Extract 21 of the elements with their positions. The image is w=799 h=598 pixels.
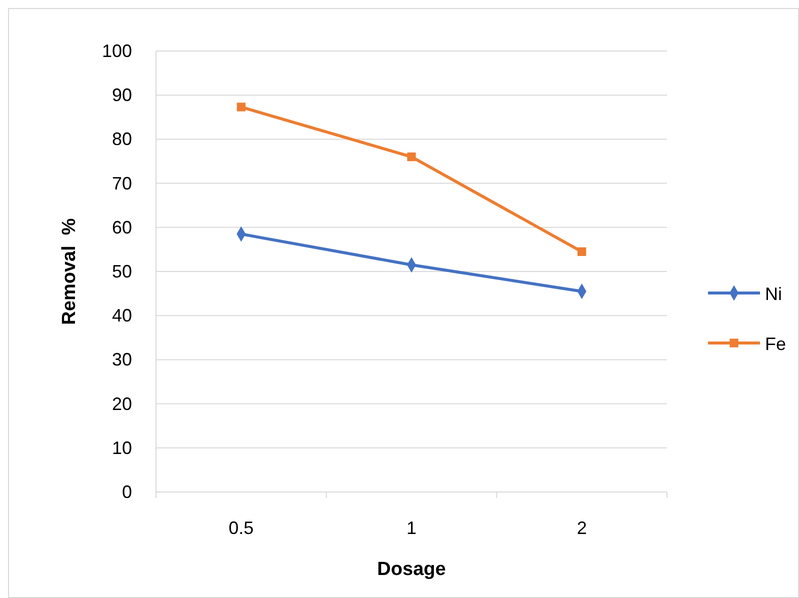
y-tick-label: 60 bbox=[112, 217, 132, 238]
y-tick-label: 40 bbox=[112, 306, 132, 326]
y-tick-label: 100 bbox=[102, 41, 132, 61]
y-axis-title: Removal % bbox=[59, 218, 80, 325]
y-tick-label: 80 bbox=[112, 129, 132, 150]
legend-label: Fe bbox=[765, 334, 786, 354]
y-tick-label: 90 bbox=[112, 85, 132, 106]
point bbox=[236, 102, 246, 112]
y-tick-label: 70 bbox=[112, 173, 132, 194]
y-tick-label: 10 bbox=[112, 438, 132, 458]
point bbox=[578, 247, 586, 256]
y-tick-label: 20 bbox=[112, 394, 132, 414]
legend-label: Ni bbox=[765, 284, 782, 304]
x-axis-title: Dosage bbox=[377, 559, 446, 580]
x-tick-label: 0.5 bbox=[228, 518, 254, 538]
x-tick-label: 2 bbox=[576, 518, 587, 538]
x-tick-label: 1 bbox=[406, 518, 417, 538]
point bbox=[407, 152, 416, 162]
y-tick-label: 50 bbox=[112, 262, 132, 282]
y-tick-label: 0 bbox=[122, 482, 132, 502]
y-tick-label: 30 bbox=[112, 350, 132, 370]
